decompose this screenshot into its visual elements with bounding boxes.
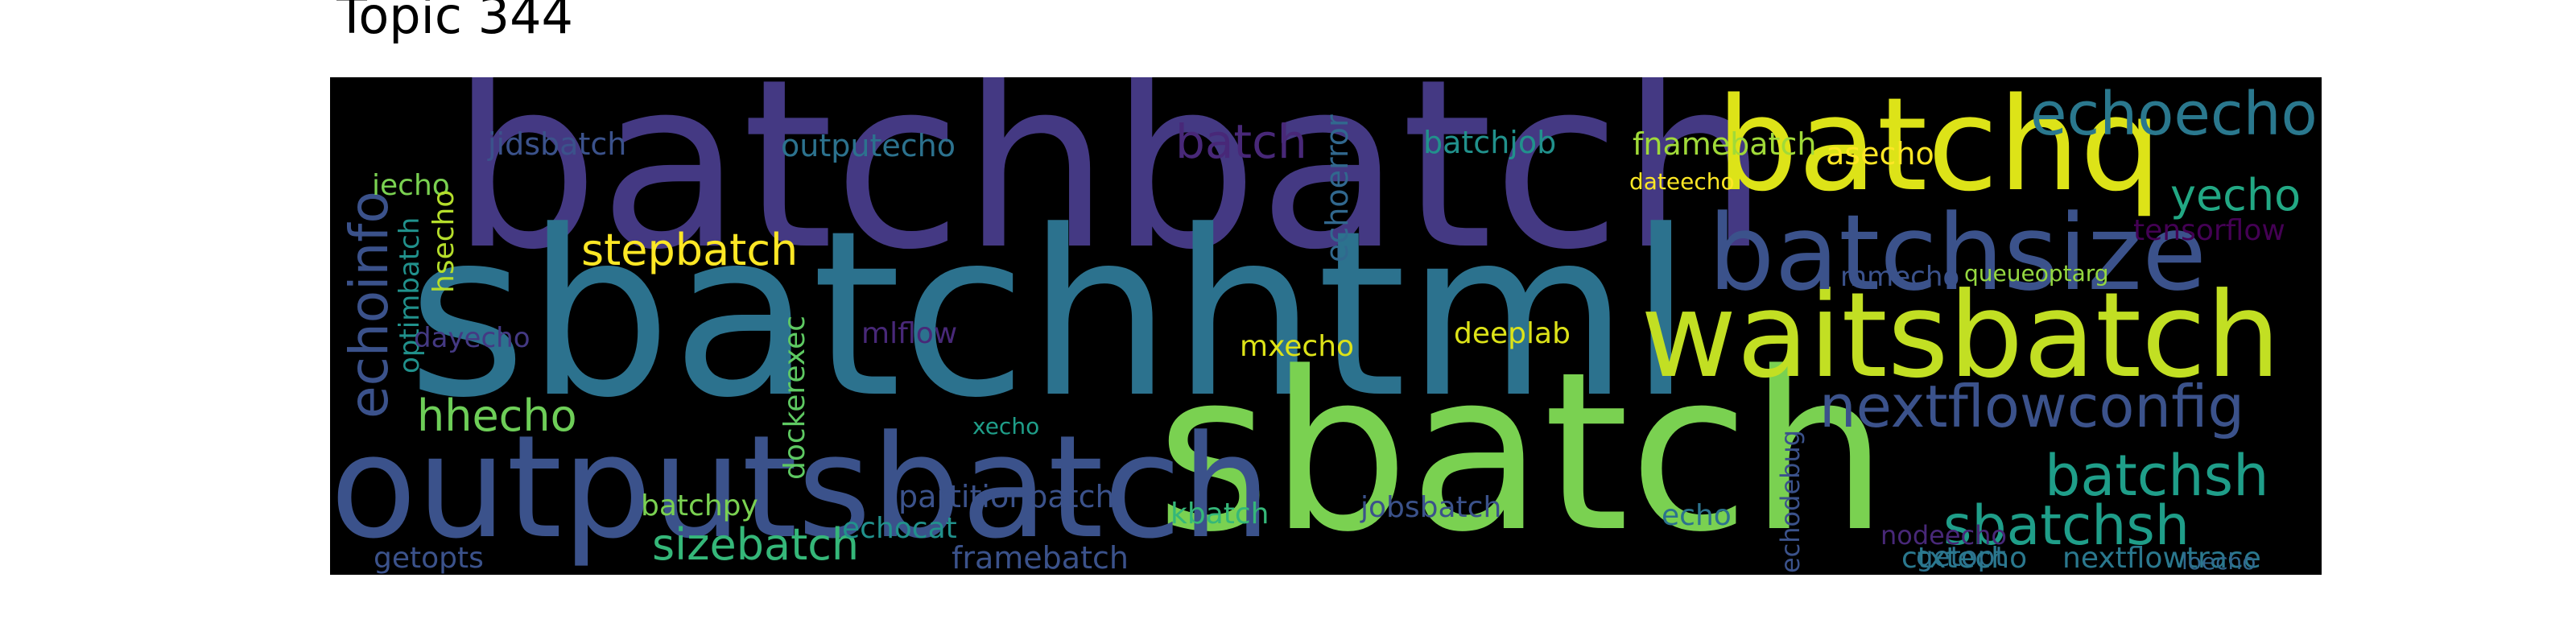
word-mmecho: mmecho <box>1840 260 1960 293</box>
word-dateecho: dateecho <box>1629 167 1735 195</box>
word-kbatch: kbatch <box>1170 497 1269 530</box>
word-loecho: loecho <box>2182 548 2256 575</box>
word-nextflowtrace: nextflowtrace <box>2062 542 2261 575</box>
word-batchsize: batchsize <box>1708 191 2207 314</box>
word-batchq: batchq <box>1716 77 2162 220</box>
word-stepbatch: stepbatch <box>581 224 799 275</box>
word-iecho: iecho <box>372 168 450 202</box>
word-asecho: asecho <box>1826 136 1934 172</box>
word-mxecho: mxecho <box>1240 329 1355 363</box>
word-nodeecho: nodeecho <box>1880 520 2007 551</box>
word-sbatchhtml: sbatchhtml <box>407 181 1693 448</box>
word-getopts: getopts <box>374 542 484 575</box>
word-batchjob: batchjob <box>1423 125 1557 161</box>
word-getopt: getopt <box>1916 540 2006 573</box>
word-echo: echo <box>1662 498 1732 532</box>
word-cloud: batchbatch sbatchhtml sbatch outputsbatch ba… <box>330 77 2322 575</box>
word-echocat: echocat <box>842 511 957 545</box>
word-dayecho: dayecho <box>414 321 530 354</box>
word-waitsbatch: waitsbatch <box>1641 267 2281 405</box>
word-echodebug: echodebug <box>1775 429 1806 573</box>
word-echoinfo: echoinfo <box>338 191 400 419</box>
page-title: Topic 344 <box>336 0 573 45</box>
word-framebatch: framebatch <box>952 540 1129 575</box>
word-deeplab: deeplab <box>1454 316 1571 350</box>
word-batchbatch: batchbatch <box>451 77 1769 301</box>
word-sbatchsh: sbatchsh <box>1943 493 2190 558</box>
word-outputecho: outputecho <box>781 128 956 164</box>
word-fnamebatch: fnamebatch <box>1633 126 1817 163</box>
word-xecho: xecho <box>972 412 1040 440</box>
word-echoecho: echoecho <box>2030 79 2318 149</box>
word-jidsbatch: jidsbatch <box>488 126 627 163</box>
word-hhecho: hhecho <box>417 390 577 441</box>
word-batchpy: batchpy <box>641 489 758 522</box>
word-partitionbatch: partitionbatch <box>898 479 1115 515</box>
word-sizebatch: sizebatch <box>652 518 860 570</box>
word-mlflow: mlflow <box>861 316 958 350</box>
word-jobsbatch: jobsbatch <box>1360 490 1502 524</box>
word-dockerexec: dockerexec <box>778 315 811 480</box>
word-outputsbatch: outputsbatch <box>330 404 1272 570</box>
word-yecho: yecho <box>2170 169 2301 221</box>
word-batch: batch <box>1175 114 1307 170</box>
word-ctxtecho: ctxtecho <box>1901 542 2028 575</box>
word-sbatch: sbatch <box>1156 326 1889 575</box>
word-nextflowconfig: nextflowconfig <box>1819 373 2245 441</box>
word-batchsh: batchsh <box>2045 442 2269 509</box>
word-hsecho: hsecho <box>427 189 460 293</box>
word-queueoptarg: queueoptarg <box>1964 259 2109 287</box>
word-tensorflow: tensorflow <box>2133 213 2285 247</box>
word-echoerror: echoerror <box>1319 114 1355 262</box>
